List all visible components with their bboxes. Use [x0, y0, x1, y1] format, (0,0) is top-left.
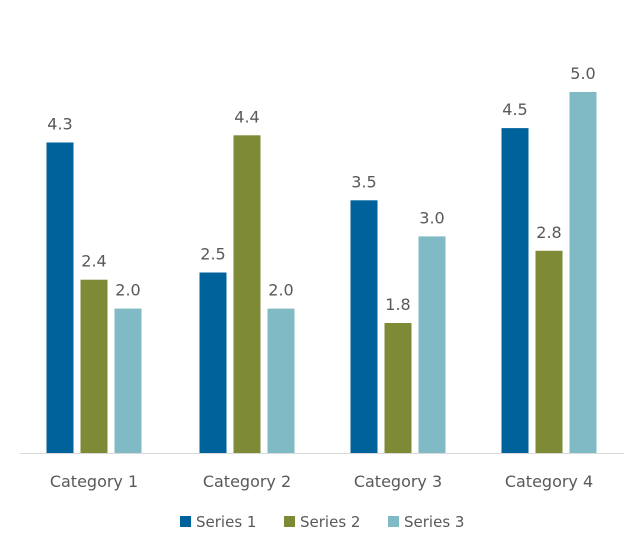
data-label-1-2: 2.5 [200, 245, 225, 264]
legend-label-1: Series 1 [196, 513, 256, 531]
data-label-1-1: 4.3 [47, 115, 72, 134]
category-label-4: Category 4 [505, 472, 593, 491]
data-label-1-3: 3.5 [351, 172, 376, 191]
bar-1-3 [350, 200, 378, 453]
bar-3-4 [569, 92, 597, 453]
data-label-3-3: 3.0 [419, 208, 444, 227]
bar-2-2 [233, 135, 261, 454]
legend: Series 1 Series 2 Series 3 [180, 513, 464, 531]
bar-3-2 [267, 308, 295, 453]
data-label-2-2: 4.4 [234, 107, 259, 126]
legend-label-3: Series 3 [404, 513, 464, 531]
data-label-2-3: 1.8 [385, 295, 410, 314]
bar-2-4 [535, 250, 563, 453]
category-label-1: Category 1 [50, 472, 138, 491]
bar-3-1 [114, 308, 142, 453]
data-label-3-2: 2.0 [268, 281, 293, 300]
legend-label-2: Series 2 [300, 513, 360, 531]
data-label-3-1: 2.0 [115, 281, 140, 300]
data-label-3-4: 5.0 [570, 64, 595, 83]
legend-item-2: Series 2 [284, 513, 360, 531]
legend-swatch-2 [284, 516, 295, 527]
bar-1-4 [501, 128, 529, 453]
legend-item-3: Series 3 [388, 513, 464, 531]
category-label-3: Category 3 [354, 472, 442, 491]
bar-3-3 [418, 236, 446, 453]
data-label-2-1: 2.4 [81, 252, 106, 271]
bar-1-2 [199, 272, 227, 453]
bar-1-1 [46, 142, 74, 453]
legend-item-1: Series 1 [180, 513, 256, 531]
legend-swatch-1 [180, 516, 191, 527]
data-labels-layer: 4.3 2.5 3.5 4.5 2.4 4.4 1.8 2.8 2.0 2.0 3.0 5.0 [47, 64, 595, 314]
bar-2-1 [80, 279, 108, 453]
bar-2-3 [384, 323, 412, 453]
category-labels-layer: Category 1 Category 2 Category 3 Category 4 [50, 472, 593, 491]
legend-swatch-3 [388, 516, 399, 527]
bars-layer [46, 92, 597, 454]
data-label-1-4: 4.5 [502, 100, 527, 119]
data-label-2-4: 2.8 [536, 223, 561, 242]
category-label-2: Category 2 [203, 472, 291, 491]
